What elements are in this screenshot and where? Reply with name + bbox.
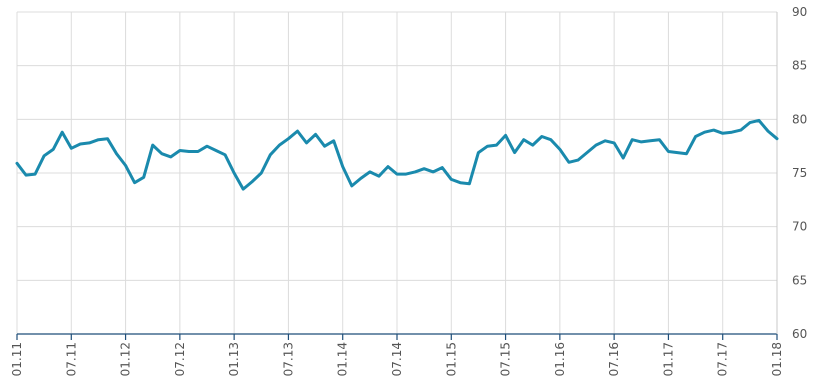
x-tick-label: 01.13 — [227, 342, 241, 376]
series-line — [15, 118, 779, 191]
x-tick-label: 01.15 — [444, 342, 458, 376]
x-tick-label: 01.18 — [770, 342, 784, 376]
x-tick-label: 07.11 — [64, 342, 78, 376]
x-tick-label: 01.11 — [10, 342, 24, 376]
y-tick-label: 90 — [792, 5, 807, 19]
x-tick-label: 07.14 — [390, 342, 404, 376]
y-tick-label: 70 — [792, 220, 807, 234]
y-tick-label: 60 — [792, 327, 807, 341]
y-tick-label: 75 — [792, 166, 807, 180]
x-tick-label: 01.16 — [553, 342, 567, 376]
x-tick-label: 07.17 — [716, 342, 730, 376]
y-tick-label: 80 — [792, 112, 807, 126]
x-tick-label: 07.12 — [173, 342, 187, 376]
x-tick-label: 07.16 — [607, 342, 621, 376]
x-tick-labels: 01.11 07.11 01.12 07.12 01.13 07.13 01.14 07.14… — [10, 342, 784, 376]
x-tick-label: 01.14 — [336, 342, 350, 376]
x-tick-label: 01.12 — [119, 342, 133, 376]
series-layer — [15, 118, 779, 191]
x-tick-label: 07.13 — [281, 342, 295, 376]
x-tick-label: 07.15 — [499, 342, 513, 376]
y-tick-label: 85 — [792, 59, 807, 73]
axes — [16, 12, 778, 340]
y-tick-labels: 60 65 70 75 80 85 90 — [792, 5, 807, 341]
y-tick-label: 65 — [792, 273, 807, 287]
x-tick-label: 01.17 — [661, 342, 675, 376]
